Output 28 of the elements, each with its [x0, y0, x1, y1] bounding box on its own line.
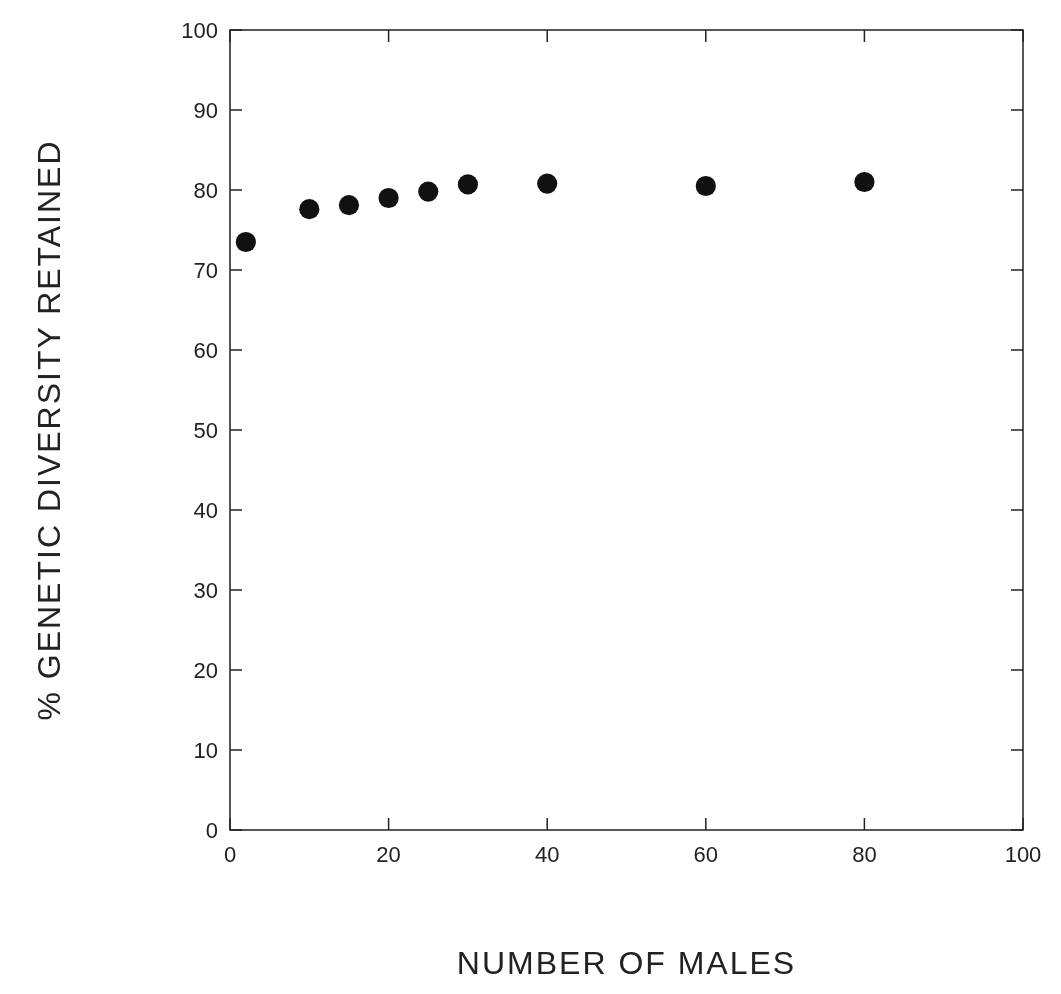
point [457, 174, 478, 195]
x-axis-title: NUMBER OF MALES [456, 945, 797, 981]
y-tick-label: 70 [193, 257, 218, 283]
x-tick-label: 100 [1004, 842, 1042, 867]
point [338, 195, 360, 216]
y-tick-label: 0 [205, 817, 218, 843]
y-tick-label: 50 [193, 417, 218, 443]
point [854, 171, 875, 193]
point [537, 173, 558, 194]
y-tick-label: 30 [193, 577, 218, 603]
x-tick-label: 0 [223, 842, 237, 867]
y-tick-label: 90 [193, 97, 218, 123]
x-tick-label: 60 [693, 842, 719, 867]
x-tick-label: 40 [534, 842, 560, 867]
y-tick-label: 100 [181, 17, 218, 43]
point [695, 175, 716, 197]
point [235, 231, 256, 253]
y-tick-label: 60 [193, 337, 218, 363]
point [378, 187, 399, 209]
y-tick-label: 20 [193, 657, 218, 683]
x-tick-label: 80 [852, 842, 877, 867]
y-tick-label: 80 [193, 177, 218, 203]
y-tick-label: 40 [193, 497, 218, 523]
point [299, 199, 320, 220]
point [418, 181, 439, 202]
y-tick-label: 10 [193, 737, 218, 763]
x-tick-label: 20 [376, 842, 401, 867]
y-axis-title: % GENETIC DIVERSITY RETAINED [31, 139, 67, 721]
